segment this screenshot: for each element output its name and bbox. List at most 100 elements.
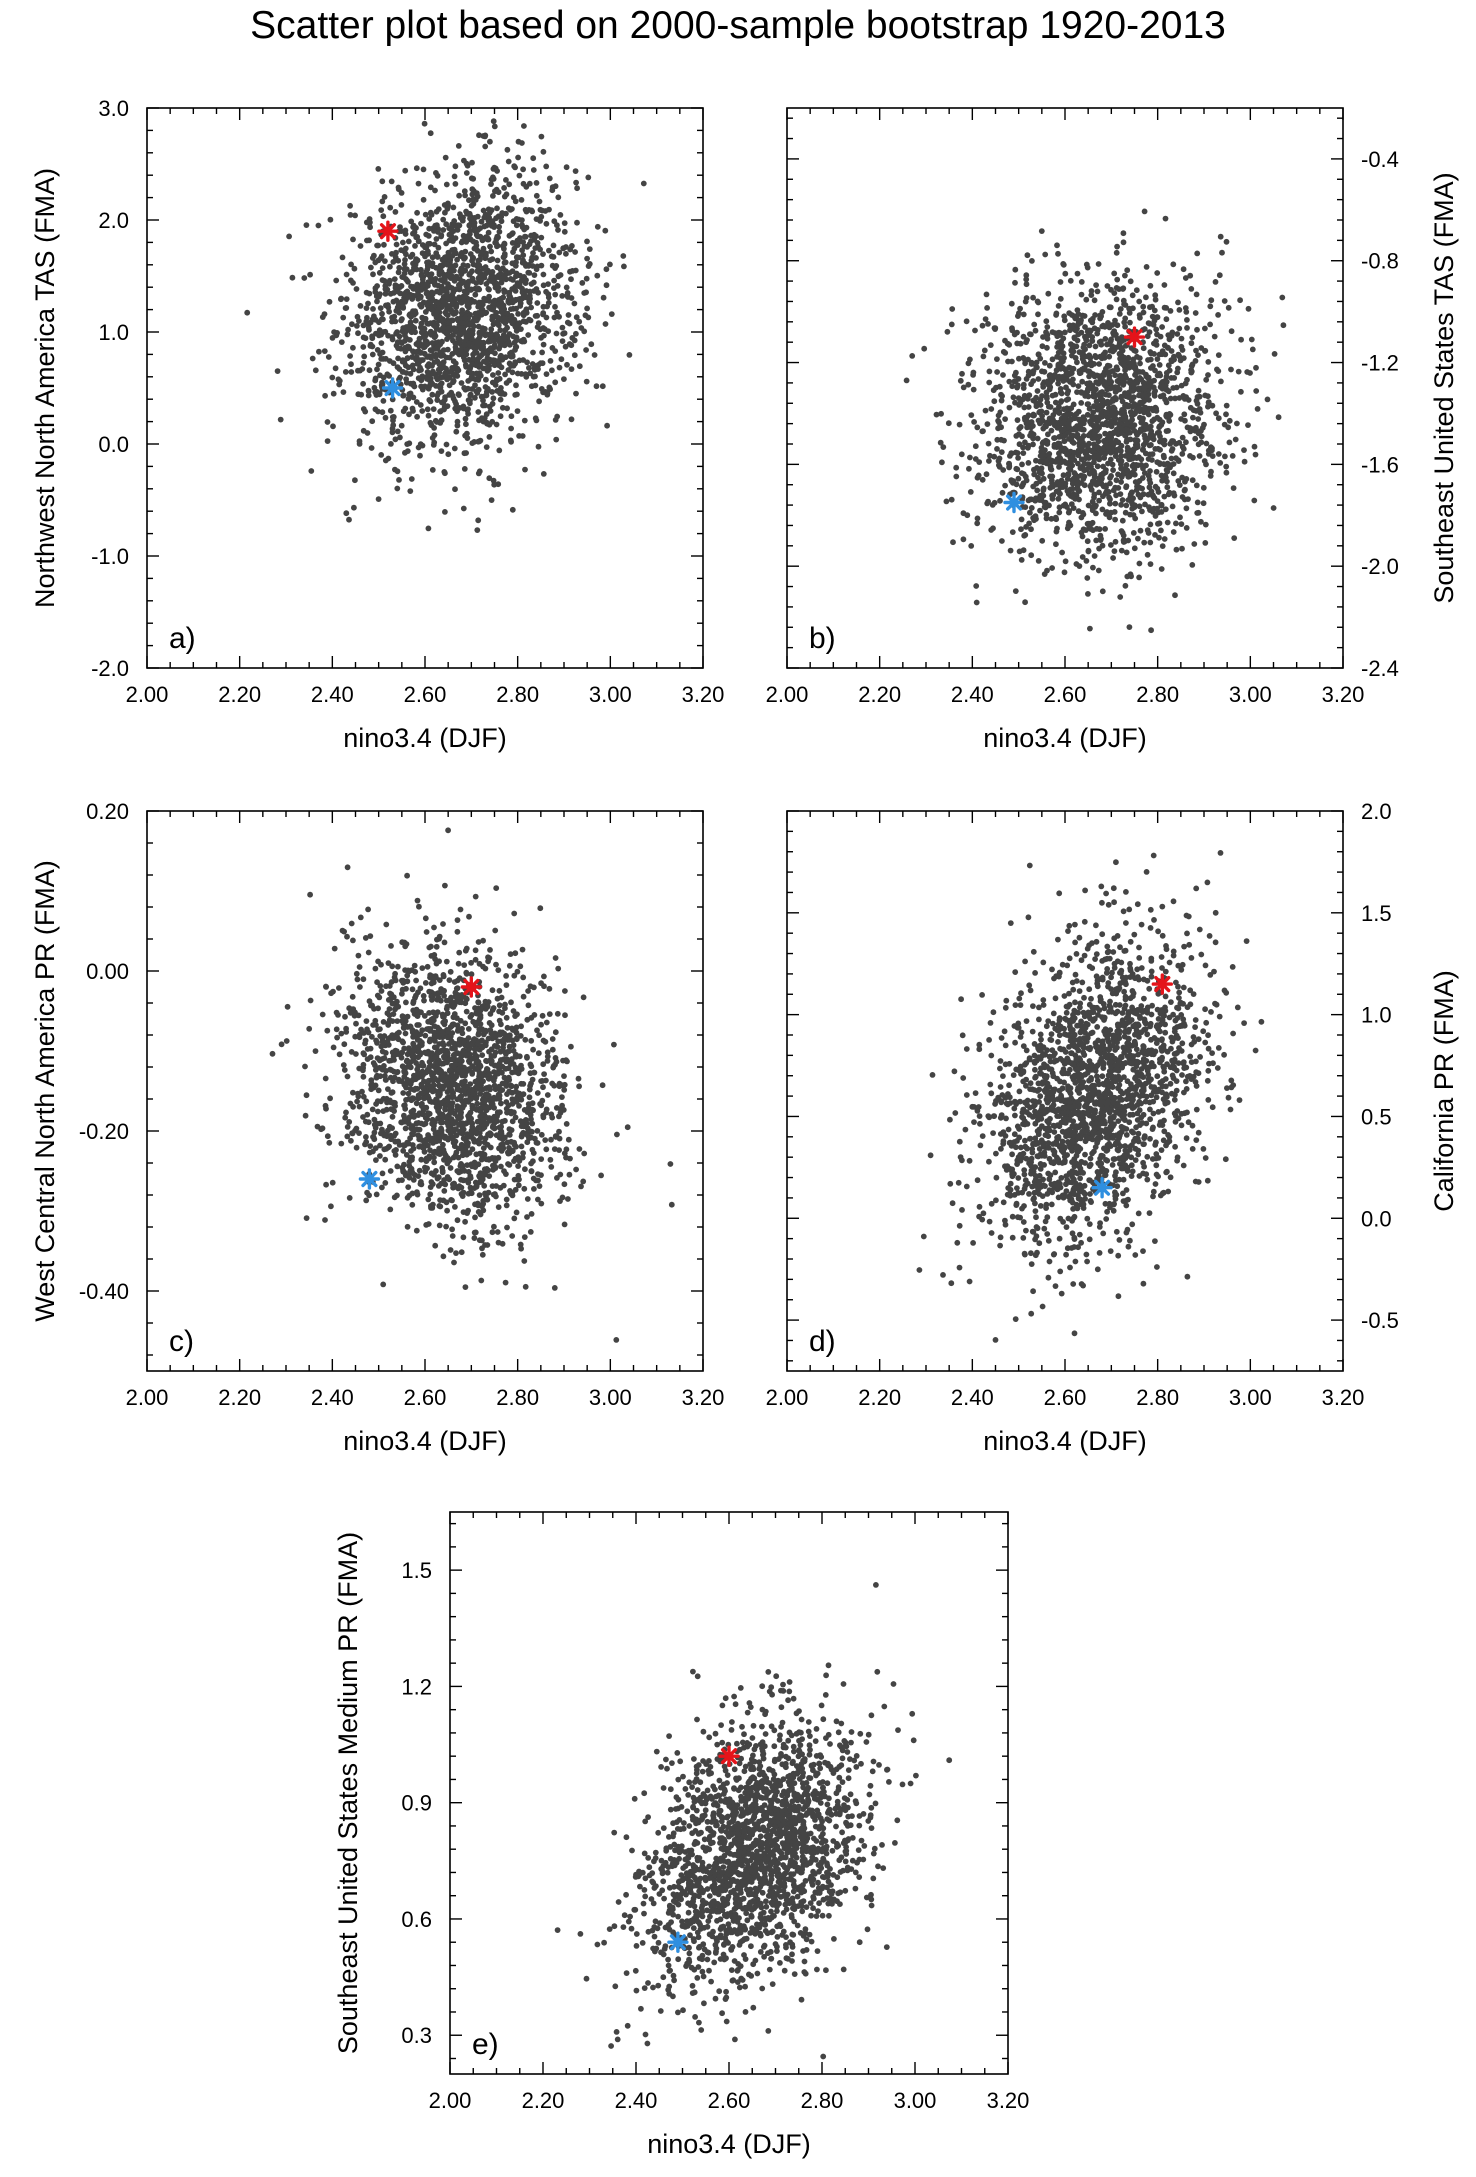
scatter-point bbox=[414, 209, 420, 216]
scatter-point bbox=[1103, 441, 1109, 447]
scatter-point bbox=[1027, 496, 1033, 503]
scatter-point bbox=[386, 358, 393, 364]
scatter-point bbox=[1189, 334, 1196, 341]
scatter-point bbox=[1169, 503, 1176, 510]
scatter-point bbox=[1049, 480, 1055, 487]
scatter-point bbox=[423, 269, 430, 276]
scatter-point bbox=[1182, 486, 1188, 493]
scatter-point bbox=[1222, 453, 1228, 460]
scatter-point bbox=[388, 178, 395, 185]
scatter-point bbox=[379, 178, 386, 185]
scatter-point bbox=[408, 269, 415, 275]
scatter-point bbox=[365, 949, 372, 956]
scatter-point bbox=[440, 216, 447, 223]
scatter-point bbox=[456, 339, 463, 345]
scatter-point bbox=[1115, 457, 1122, 463]
scatter-point bbox=[1140, 491, 1147, 498]
scatter-point bbox=[424, 963, 431, 970]
scatter-point bbox=[400, 408, 407, 415]
scatter-point bbox=[1131, 471, 1138, 478]
scatter-point bbox=[513, 1209, 520, 1216]
scatter-point bbox=[1038, 228, 1045, 235]
scatter-point bbox=[475, 409, 482, 415]
scatter-point bbox=[445, 271, 451, 278]
scatter-point bbox=[528, 232, 534, 239]
scatter-point bbox=[1175, 299, 1181, 306]
scatter-point bbox=[1023, 272, 1030, 279]
scatter-point bbox=[1102, 526, 1108, 532]
scatter-point bbox=[413, 349, 419, 355]
scatter-point bbox=[1212, 279, 1219, 285]
scatter-point bbox=[1140, 415, 1146, 422]
scatter-point bbox=[586, 246, 593, 253]
scatter-point bbox=[545, 294, 552, 301]
scatter-point bbox=[449, 247, 456, 253]
scatter-point bbox=[1153, 326, 1160, 333]
scatter-point bbox=[1070, 343, 1077, 349]
scatter-point bbox=[602, 227, 609, 234]
scatter-point bbox=[531, 272, 538, 278]
scatter-point bbox=[1083, 558, 1090, 564]
scatter-point bbox=[496, 987, 503, 994]
scatter-point bbox=[921, 345, 928, 352]
scatter-point bbox=[540, 341, 547, 348]
scatter-point bbox=[418, 1156, 425, 1163]
scatter-point bbox=[415, 180, 422, 187]
scatter-point bbox=[513, 222, 520, 229]
scatter-point bbox=[403, 266, 410, 273]
scatter-point bbox=[424, 338, 430, 345]
scatter-point bbox=[1009, 325, 1015, 332]
scatter-point bbox=[994, 356, 1000, 362]
scatter-point bbox=[1217, 233, 1224, 240]
scatter-point bbox=[1178, 416, 1184, 422]
scatter-point bbox=[1148, 627, 1154, 634]
scatter-point bbox=[1190, 414, 1196, 421]
scatter-point bbox=[1057, 389, 1064, 396]
scatter-point bbox=[1159, 437, 1166, 444]
scatter-point bbox=[452, 163, 459, 170]
scatter-point bbox=[1110, 555, 1116, 561]
scatter-point bbox=[429, 340, 436, 346]
scatter-point bbox=[1014, 417, 1021, 423]
y-tick-label: -0.8 bbox=[1361, 249, 1399, 274]
scatter-point bbox=[1152, 532, 1158, 538]
scatter-point bbox=[379, 198, 386, 205]
scatter-point bbox=[1074, 337, 1081, 344]
scatter-point bbox=[464, 262, 471, 269]
scatter-point bbox=[372, 259, 379, 266]
scatter-point bbox=[1223, 411, 1229, 418]
scatter-point bbox=[1140, 442, 1147, 448]
scatter-point bbox=[1079, 378, 1086, 385]
scatter-points bbox=[903, 208, 1287, 634]
scatter-point bbox=[1039, 343, 1046, 350]
scatter-point bbox=[1019, 482, 1026, 489]
scatter-point bbox=[382, 258, 388, 264]
scatter-point bbox=[1107, 347, 1114, 354]
scatter-point bbox=[1008, 450, 1015, 456]
scatter-point bbox=[332, 365, 339, 372]
scatter-point bbox=[1017, 399, 1024, 406]
scatter-point bbox=[1184, 317, 1190, 323]
scatter-point bbox=[496, 1002, 503, 1009]
scatter-point bbox=[1054, 456, 1061, 463]
scatter-point bbox=[1200, 484, 1207, 491]
scatter-point bbox=[598, 1172, 604, 1179]
scatter-point bbox=[1105, 460, 1111, 467]
scatter-point bbox=[573, 314, 580, 321]
scatter-point bbox=[1116, 420, 1123, 427]
scatter-point bbox=[440, 921, 446, 927]
scatter-point bbox=[472, 291, 479, 298]
scatter-point bbox=[495, 967, 502, 973]
scatter-point bbox=[1071, 449, 1077, 456]
scatter-point bbox=[461, 188, 468, 195]
scatter-point bbox=[496, 223, 502, 230]
scatter-point bbox=[909, 353, 916, 359]
scatter-point bbox=[1045, 290, 1052, 297]
scatter-point bbox=[1177, 357, 1184, 364]
scatter-point bbox=[1062, 366, 1069, 373]
x-tick-label: 3.00 bbox=[1229, 682, 1272, 707]
scatter-point bbox=[476, 132, 482, 139]
scatter-point bbox=[1020, 450, 1027, 456]
scatter-point bbox=[995, 425, 1001, 432]
scatter-point bbox=[1208, 297, 1215, 304]
